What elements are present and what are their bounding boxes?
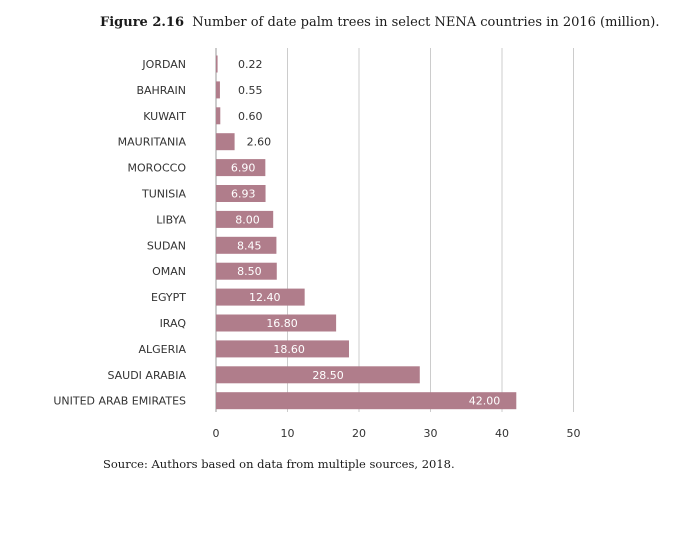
category-label: UNITED ARAB EMIRATES bbox=[53, 395, 186, 408]
data-label: 42.00 bbox=[469, 395, 501, 408]
bar-libya bbox=[216, 210, 274, 228]
bar-united-arab-emirates bbox=[216, 392, 517, 410]
data-label: 18.60 bbox=[273, 343, 305, 356]
x-tick-label: 50 bbox=[567, 427, 581, 440]
category-label: EGYPT bbox=[151, 291, 186, 304]
data-label: 8.50 bbox=[237, 265, 262, 278]
data-label: 0.60 bbox=[238, 110, 263, 123]
bar-kuwait bbox=[216, 107, 221, 125]
bar-tunisia bbox=[216, 185, 266, 202]
figure-title: Figure 2.16 Number of date palm trees in… bbox=[100, 15, 660, 30]
x-tick-label: 10 bbox=[281, 427, 295, 440]
data-label: 8.45 bbox=[237, 239, 262, 252]
figure-number: Figure 2.16 bbox=[100, 15, 185, 30]
category-label: MOROCCO bbox=[128, 162, 187, 175]
data-label: 2.60 bbox=[247, 136, 272, 149]
data-label: 6.93 bbox=[231, 188, 256, 201]
bar-sudan bbox=[216, 236, 277, 254]
data-label: 6.90 bbox=[231, 162, 256, 175]
bar-mauritania bbox=[216, 133, 235, 151]
x-tick-label: 0 bbox=[213, 427, 220, 440]
bar-egypt bbox=[216, 288, 305, 306]
bar-saudi-arabia bbox=[216, 366, 420, 384]
data-label: 8.00 bbox=[235, 213, 260, 226]
category-label: LIBYA bbox=[156, 213, 186, 226]
category-label: SAUDI ARABIA bbox=[107, 369, 186, 382]
data-label: 0.22 bbox=[238, 58, 263, 71]
category-label: OMAN bbox=[152, 265, 186, 278]
bar-oman bbox=[216, 262, 277, 280]
figure-caption: Number of date palm trees in select NENA… bbox=[192, 15, 660, 30]
category-label: TUNISIA bbox=[141, 188, 186, 201]
figure-source: Source: Authors based on data from multi… bbox=[103, 457, 455, 471]
category-label: ALGERIA bbox=[138, 343, 186, 356]
bar-morocco bbox=[216, 159, 266, 177]
bar-jordan bbox=[216, 55, 218, 73]
bar-algeria bbox=[216, 340, 349, 358]
category-label: MAURITANIA bbox=[118, 136, 187, 149]
x-tick-label: 30 bbox=[424, 427, 438, 440]
x-tick-label: 20 bbox=[352, 427, 366, 440]
category-label: JORDAN bbox=[141, 58, 186, 71]
category-label: SUDAN bbox=[147, 239, 186, 252]
category-label: BAHRAIN bbox=[136, 84, 186, 97]
data-label: 16.80 bbox=[266, 317, 298, 330]
data-label: 28.50 bbox=[312, 369, 344, 382]
data-label: 0.55 bbox=[238, 84, 263, 97]
bar-iraq bbox=[216, 314, 337, 332]
x-tick-label: 40 bbox=[495, 427, 509, 440]
bar-bahrain bbox=[216, 81, 220, 99]
category-label: KUWAIT bbox=[143, 110, 186, 123]
data-label: 12.40 bbox=[249, 291, 281, 304]
category-label: IRAQ bbox=[160, 317, 187, 330]
